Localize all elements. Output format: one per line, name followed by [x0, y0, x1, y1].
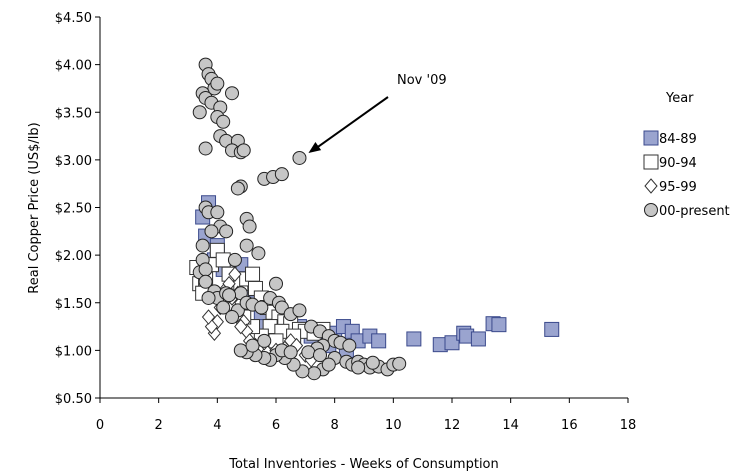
x-tick-label: 16 — [561, 418, 578, 433]
data-point — [444, 335, 460, 351]
x-tick-label: 2 — [155, 418, 163, 433]
data-point — [216, 114, 231, 129]
legend-label-84-89: 84-89 — [659, 132, 697, 147]
y-tick-label: $0.50 — [55, 392, 92, 407]
data-point — [307, 366, 322, 381]
data-point — [198, 274, 213, 289]
data-point — [192, 105, 207, 120]
y-tick-label: $3.50 — [55, 106, 92, 121]
data-point — [225, 310, 239, 325]
data-point — [406, 331, 422, 347]
y-tick-label: $4.00 — [55, 59, 92, 74]
legend-marker-84-89 — [643, 130, 659, 146]
x-tick-label: 8 — [331, 418, 339, 433]
data-point — [239, 238, 254, 253]
data-point — [242, 219, 257, 234]
legend-marker-95-99 — [644, 178, 658, 194]
data-point — [198, 141, 213, 156]
data-point — [342, 338, 357, 353]
data-point — [292, 150, 307, 165]
data-point — [228, 266, 242, 282]
data-point — [236, 143, 251, 158]
y-tick-label: $4.50 — [55, 11, 92, 26]
data-point — [234, 318, 248, 335]
x-axis-title: Total Inventories - Weeks of Consumption — [228, 457, 499, 472]
data-point — [210, 205, 225, 220]
legend-marker-00-present — [644, 203, 658, 217]
y-tick-label: $3.00 — [55, 154, 92, 169]
annotation-arrow — [315, 96, 389, 149]
data-point — [201, 309, 216, 325]
data-point — [210, 76, 225, 91]
data-point — [222, 288, 237, 303]
annotation: Nov '09 — [308, 73, 447, 153]
y-tick-label: $1.50 — [55, 297, 92, 312]
data-point — [245, 266, 261, 282]
data-point — [254, 300, 269, 315]
data-point — [227, 252, 242, 267]
data-point — [219, 224, 234, 239]
data-point — [230, 181, 245, 196]
x-tick-label: 4 — [213, 418, 221, 433]
data-point — [292, 303, 307, 318]
data-point — [204, 224, 219, 239]
y-tick-label: $2.50 — [55, 202, 92, 217]
x-tick-label: 14 — [502, 418, 519, 433]
data-point — [313, 348, 327, 363]
x-tick-label: 10 — [385, 418, 402, 433]
legend-marker-90-94 — [643, 154, 659, 170]
data-point — [245, 338, 260, 353]
y-tick-label: $1.00 — [55, 344, 92, 359]
data-point — [544, 321, 560, 337]
x-tick-label: 6 — [272, 418, 280, 433]
x-tick-label: 12 — [444, 418, 461, 433]
data-point — [365, 355, 380, 370]
data-point — [233, 343, 248, 358]
data-point — [301, 345, 316, 360]
data-point — [491, 317, 507, 333]
annotation-label: Nov '09 — [397, 73, 447, 88]
data-point — [198, 262, 213, 277]
data-points — [189, 57, 560, 381]
data-point — [321, 357, 336, 372]
data-point — [283, 345, 298, 360]
data-point — [195, 238, 210, 253]
legend-label-90-94: 90-94 — [659, 156, 697, 171]
tick-group: 0 2 4 6 8 10 12 14 16 18 $0.50 $1.00 $1.50 $2.00 $2.50… — [55, 11, 636, 433]
data-point — [470, 331, 486, 347]
data-point — [251, 246, 266, 261]
data-point — [216, 300, 231, 315]
data-point — [257, 333, 272, 348]
x-tick-label: 0 — [96, 418, 104, 433]
x-tick-label: 18 — [620, 418, 637, 433]
data-point — [392, 356, 407, 371]
y-axis-title: Real Copper Price (US$/lb) — [27, 122, 42, 293]
series-00-present — [192, 57, 407, 381]
legend-label-00-present: 00-present — [659, 204, 730, 219]
annotation-arrowhead — [308, 141, 322, 153]
data-point — [274, 167, 289, 182]
legend-label-95-99: 95-99 — [659, 180, 697, 195]
data-point — [351, 360, 366, 375]
data-point — [371, 333, 387, 349]
legend: Year 84-89 90-94 95-99 00-present — [643, 91, 730, 219]
data-point — [201, 290, 216, 305]
legend-title: Year — [665, 91, 694, 106]
data-point — [225, 86, 239, 101]
data-point — [269, 276, 283, 291]
y-tick-label: $2.00 — [55, 249, 92, 264]
